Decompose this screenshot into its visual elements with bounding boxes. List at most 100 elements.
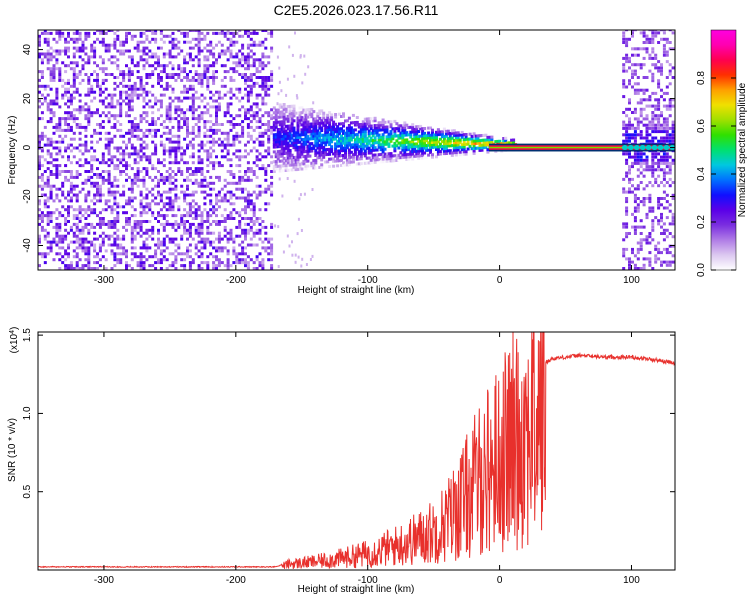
- heatmap-cell: [183, 267, 187, 270]
- heatmap-cell: [625, 133, 629, 137]
- heatmap-cell: [139, 84, 143, 88]
- heatmap-cell: [297, 217, 300, 221]
- heatmap-cell: [252, 43, 256, 47]
- heatmap-cell: [154, 52, 158, 56]
- heatmap-cell: [665, 126, 669, 130]
- heatmap-cell: [389, 125, 393, 129]
- heatmap-cell: [127, 78, 131, 82]
- heatmap-cell: [186, 228, 189, 232]
- heatmap-cell: [84, 208, 88, 212]
- heatmap-cell: [87, 120, 91, 124]
- heatmap-cell: [98, 175, 102, 179]
- heatmap-cell: [249, 31, 253, 35]
- heatmap-cell: [101, 78, 105, 82]
- heatmap-cell: [280, 137, 284, 141]
- heatmap-cell: [203, 96, 207, 100]
- heatmap-cell: [628, 171, 631, 175]
- heatmap-cell: [302, 120, 306, 124]
- heatmap-cell: [49, 70, 53, 74]
- heatmap-cell: [229, 78, 233, 82]
- heatmap-cell: [104, 249, 108, 253]
- heatmap-cell: [270, 108, 274, 112]
- heatmap-cell: [49, 137, 53, 141]
- heatmap-cell: [119, 152, 123, 156]
- heatmap-cell: [177, 243, 181, 247]
- heatmap-cell: [304, 118, 308, 122]
- heatmap-cell: [188, 205, 192, 209]
- heatmap-cell: [342, 114, 345, 118]
- heatmap-cell: [206, 261, 210, 265]
- heatmap-cell: [391, 144, 395, 148]
- heatmap-cell: [340, 115, 343, 118]
- heatmap-cell: [61, 84, 65, 88]
- heatmap-cell: [116, 220, 120, 223]
- heatmap-cell: [64, 228, 68, 232]
- heatmap-cell: [284, 124, 288, 128]
- heatmap-cell: [145, 81, 149, 85]
- heatmap-cell: [191, 193, 195, 197]
- heatmap-cell: [622, 82, 626, 86]
- heatmap-cell: [171, 237, 175, 241]
- heatmap-cell: [206, 78, 210, 82]
- heatmap-cell: [349, 131, 353, 135]
- heatmap-cell: [177, 99, 181, 103]
- heatmap-cell: [235, 155, 239, 159]
- heatmap-cell: [468, 132, 472, 136]
- heatmap-cell: [183, 199, 187, 203]
- heatmap-cell: [367, 151, 371, 155]
- heatmap-cell: [186, 214, 189, 218]
- heatmap-cell: [304, 115, 308, 119]
- heatmap-cell: [174, 187, 178, 191]
- heatmap-cell: [133, 220, 137, 223]
- heatmap-cell: [326, 138, 330, 142]
- heatmap-cell: [188, 255, 192, 259]
- heatmap-cell: [151, 164, 155, 168]
- heatmap-cell: [270, 30, 274, 32]
- heatmap-cell: [660, 114, 663, 118]
- heatmap-cell: [654, 117, 658, 121]
- heatmap-cell: [631, 155, 634, 159]
- heatmap-cell: [98, 40, 102, 44]
- heatmap-cell: [90, 243, 94, 247]
- heatmap-cell: [387, 142, 391, 146]
- heatmap-cell: [494, 140, 498, 144]
- heatmap-cell: [168, 196, 172, 200]
- heatmap-cell: [136, 225, 140, 229]
- heatmap-cell: [399, 141, 403, 145]
- heatmap-cell: [113, 199, 117, 203]
- heatmap-cell: [246, 261, 250, 265]
- heatmap-cell: [61, 34, 65, 38]
- heatmap-cell: [136, 96, 140, 100]
- heatmap-cell: [69, 99, 73, 103]
- heatmap-cell: [64, 81, 68, 85]
- heatmap-cell: [510, 138, 514, 142]
- heatmap-cell: [238, 158, 242, 162]
- heatmap-cell: [246, 30, 250, 32]
- heatmap-cell: [344, 119, 347, 123]
- heatmap-cell: [435, 133, 438, 137]
- heatmap-cell: [448, 141, 452, 145]
- heatmap-cell: [180, 234, 184, 238]
- heatmap-cell: [633, 155, 637, 159]
- heatmap-cell: [220, 187, 224, 191]
- heatmap-cell: [226, 49, 230, 53]
- heatmap-cell: [671, 260, 675, 264]
- heatmap-cell: [107, 152, 111, 156]
- heatmap-cell: [130, 178, 134, 182]
- heatmap-cell: [119, 43, 123, 47]
- heatmap-cell: [391, 134, 395, 138]
- heatmap-cell: [67, 99, 70, 103]
- heatmap-cell: [280, 142, 284, 146]
- heatmap-cell: [157, 64, 160, 68]
- heatmap-cell: [107, 187, 111, 191]
- heatmap-cell: [238, 99, 242, 103]
- heatmap-cell: [452, 131, 456, 135]
- heatmap-cell: [200, 170, 204, 173]
- heatmap-cell: [255, 67, 259, 71]
- heatmap-cell: [107, 30, 111, 32]
- heatmap-cell: [330, 130, 334, 134]
- heatmap-cell: [318, 146, 322, 150]
- heatmap-cell: [55, 128, 59, 132]
- heatmap-cell: [58, 30, 62, 32]
- heatmap-cell: [145, 258, 149, 262]
